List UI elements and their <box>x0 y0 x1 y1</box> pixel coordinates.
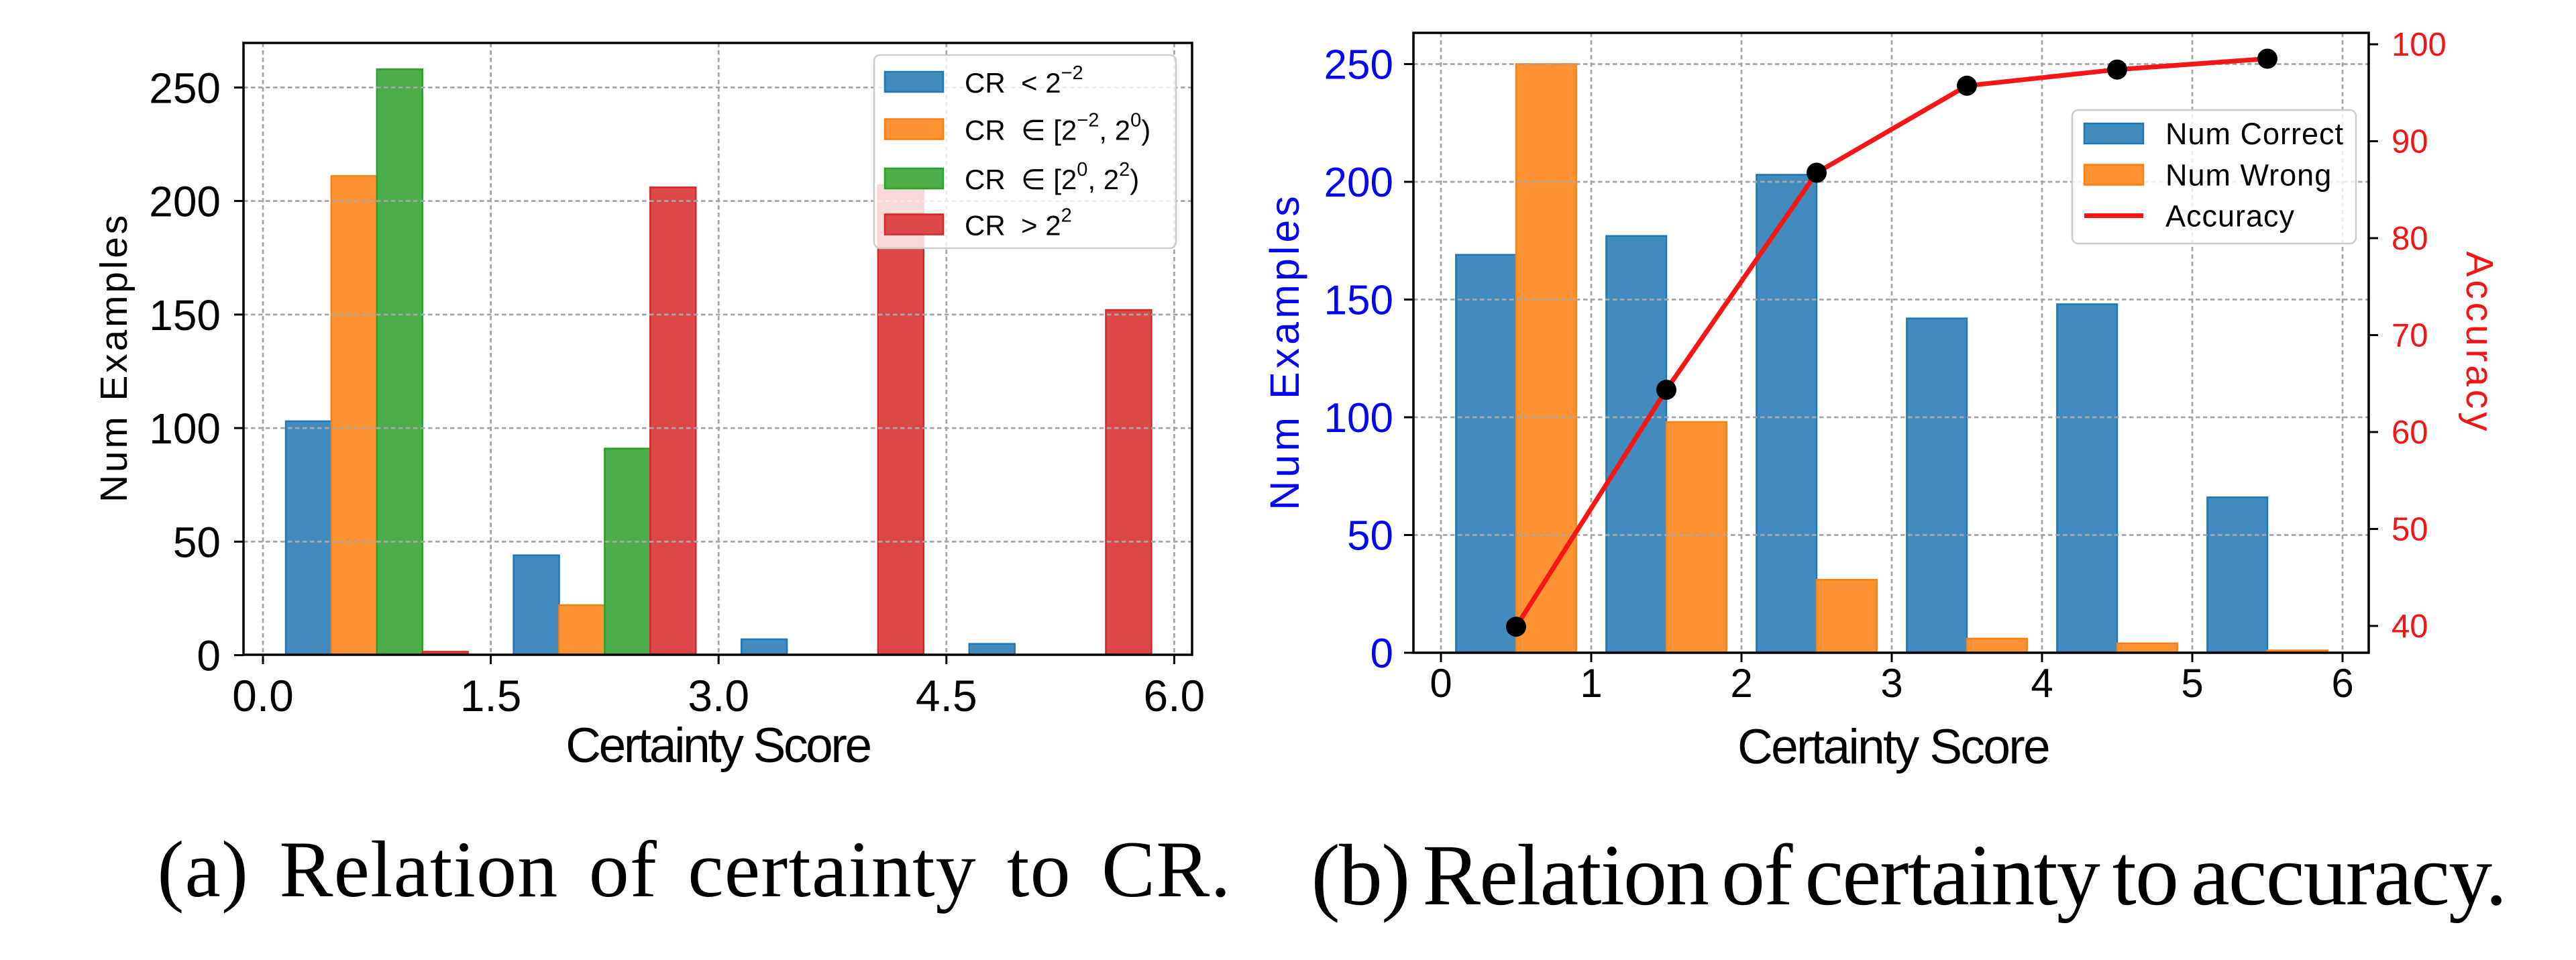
svg-text:4.5: 4.5 <box>916 671 977 721</box>
svg-text:200: 200 <box>1324 160 1393 206</box>
svg-text:80: 80 <box>2392 221 2428 257</box>
svg-text:Num Examples: Num Examples <box>1262 193 1307 511</box>
svg-text:250: 250 <box>149 64 221 112</box>
svg-text:0.0: 0.0 <box>232 671 294 721</box>
svg-text:100: 100 <box>149 405 221 453</box>
svg-text:40: 40 <box>2392 608 2428 645</box>
svg-text:Certainty Score: Certainty Score <box>566 718 870 773</box>
svg-text:90: 90 <box>2392 124 2428 160</box>
svg-text:60: 60 <box>2392 415 2428 451</box>
svg-text:100: 100 <box>1324 395 1393 441</box>
svg-text:150: 150 <box>149 291 221 339</box>
svg-text:6: 6 <box>2331 661 2353 706</box>
svg-text:Num Wrong: Num Wrong <box>2165 158 2332 193</box>
svg-text:Accuracy: Accuracy <box>2165 199 2295 233</box>
svg-text:3: 3 <box>1880 661 1902 706</box>
svg-text:200: 200 <box>149 178 221 226</box>
svg-text:0: 0 <box>1371 631 1393 677</box>
svg-text:70: 70 <box>2392 318 2428 354</box>
svg-text:Num Correct: Num Correct <box>2165 117 2344 151</box>
svg-text:0: 0 <box>197 632 221 680</box>
svg-text:6.0: 6.0 <box>1144 671 1205 721</box>
svg-text:0: 0 <box>1430 661 1452 706</box>
svg-text:(b) Relation of certainty to a: (b) Relation of certainty to accuracy. <box>1311 827 2506 924</box>
svg-text:4: 4 <box>2031 661 2053 706</box>
svg-text:150: 150 <box>1324 278 1393 324</box>
svg-text:250: 250 <box>1324 42 1393 89</box>
svg-text:Accuracy: Accuracy <box>2458 252 2501 435</box>
svg-text:Certainty Score: Certainty Score <box>1737 720 2049 774</box>
svg-text:3.0: 3.0 <box>688 671 749 721</box>
svg-text:50: 50 <box>173 518 221 566</box>
svg-text:100: 100 <box>2392 27 2447 63</box>
svg-text:CR ∈ [2−2, 20): CR ∈ [2−2, 20) <box>965 110 1150 146</box>
svg-text:2: 2 <box>1730 661 1752 706</box>
svg-text:1: 1 <box>1580 661 1602 706</box>
svg-text:5: 5 <box>2181 661 2203 706</box>
svg-text:CR > 22: CR > 22 <box>965 205 1072 242</box>
svg-text:CR ∈ [20, 22): CR ∈ [20, 22) <box>965 159 1139 195</box>
svg-text:50: 50 <box>2392 512 2428 548</box>
svg-text:50: 50 <box>1347 513 1393 559</box>
svg-text:(a) Relation of certainty to C: (a) Relation of certainty to CR. <box>157 824 1231 914</box>
svg-text:Num Examples: Num Examples <box>93 213 136 502</box>
svg-text:1.5: 1.5 <box>460 671 522 721</box>
